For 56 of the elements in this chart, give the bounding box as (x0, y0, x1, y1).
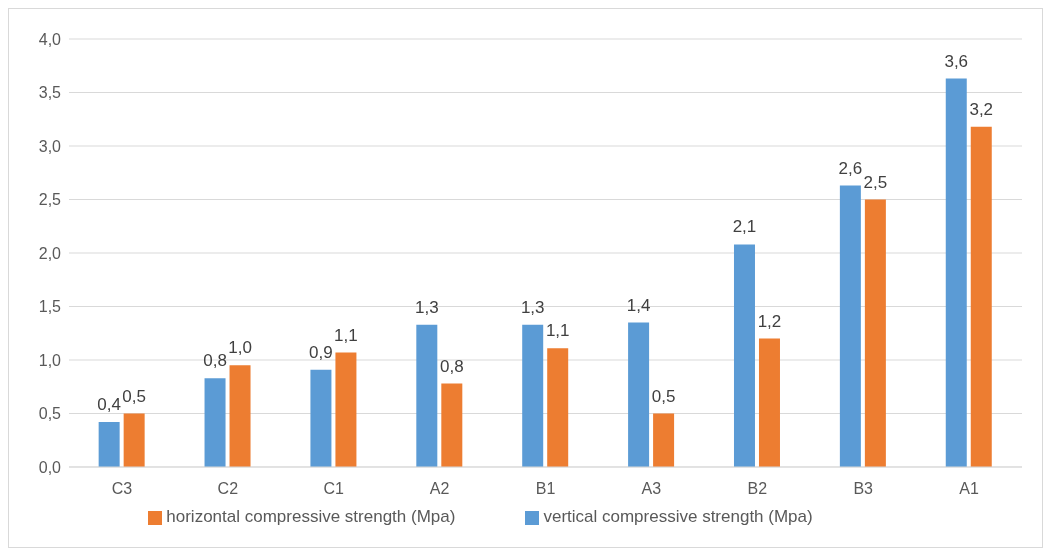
x-tick-label: C3 (111, 480, 133, 498)
data-label: 0,8 (440, 356, 464, 376)
data-label: 1,1 (545, 321, 570, 341)
data-label: 0,5 (122, 386, 146, 406)
data-label: 2,6 (838, 158, 863, 178)
bar (547, 348, 569, 467)
x-tick-label: A2 (429, 480, 450, 498)
data-label: 1,0 (228, 338, 252, 358)
bar (335, 352, 357, 467)
y-tick-label: 4,0 (38, 30, 62, 48)
data-label: 0,8 (203, 351, 227, 371)
y-tick-label: 2,0 (38, 244, 62, 262)
data-label: 2,5 (863, 172, 888, 192)
x-tick-label: C2 (217, 480, 239, 498)
x-tick-label: B1 (535, 480, 556, 498)
bar (945, 78, 967, 467)
data-label: 0,5 (651, 386, 676, 406)
bar (229, 365, 251, 467)
y-tick-label: 2,5 (38, 191, 62, 209)
data-label: 1,3 (520, 297, 545, 317)
bar (123, 413, 145, 467)
bar (441, 383, 463, 467)
y-tick-label: 1,5 (38, 298, 62, 316)
legend-label: vertical compressive strength (Mpa) (543, 507, 813, 526)
bar (733, 244, 755, 467)
x-tick-label: A1 (959, 480, 979, 498)
x-tick-label: C1 (323, 480, 345, 498)
data-label: 2,1 (732, 217, 757, 237)
data-label: 3,2 (969, 99, 994, 119)
bar (204, 378, 226, 467)
bar (310, 369, 332, 467)
data-label: 1,3 (415, 297, 439, 317)
bar (839, 185, 861, 467)
y-tick-label: 3,5 (38, 84, 62, 102)
legend-label: horizontal compressive strength (Mpa) (166, 507, 456, 526)
data-label: 1,4 (626, 295, 651, 315)
bar (653, 413, 675, 467)
x-tick-label: B2 (747, 480, 768, 498)
data-label: 0,4 (97, 395, 121, 415)
bar (628, 322, 650, 467)
y-tick-label: 1,0 (38, 351, 62, 369)
y-tick-label: 3,0 (38, 137, 62, 155)
data-label: 1,1 (334, 325, 358, 345)
data-label: 0,9 (309, 342, 333, 362)
y-tick-label: 0,0 (38, 458, 62, 476)
bar (416, 324, 438, 467)
bar (864, 199, 886, 467)
bar (970, 126, 992, 467)
y-tick-label: 0,5 (38, 405, 62, 423)
data-label: 3,6 (944, 51, 969, 71)
data-label: 1,2 (757, 311, 782, 331)
bar (758, 338, 780, 467)
bar (98, 422, 120, 467)
x-tick-label: A3 (641, 480, 662, 498)
x-tick-label: B3 (853, 480, 874, 498)
bar (522, 324, 544, 467)
